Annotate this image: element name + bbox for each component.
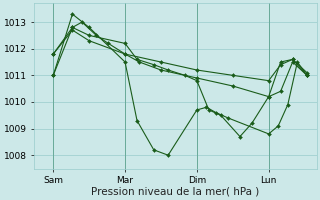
X-axis label: Pression niveau de la mer( hPa ): Pression niveau de la mer( hPa ) (91, 187, 260, 197)
